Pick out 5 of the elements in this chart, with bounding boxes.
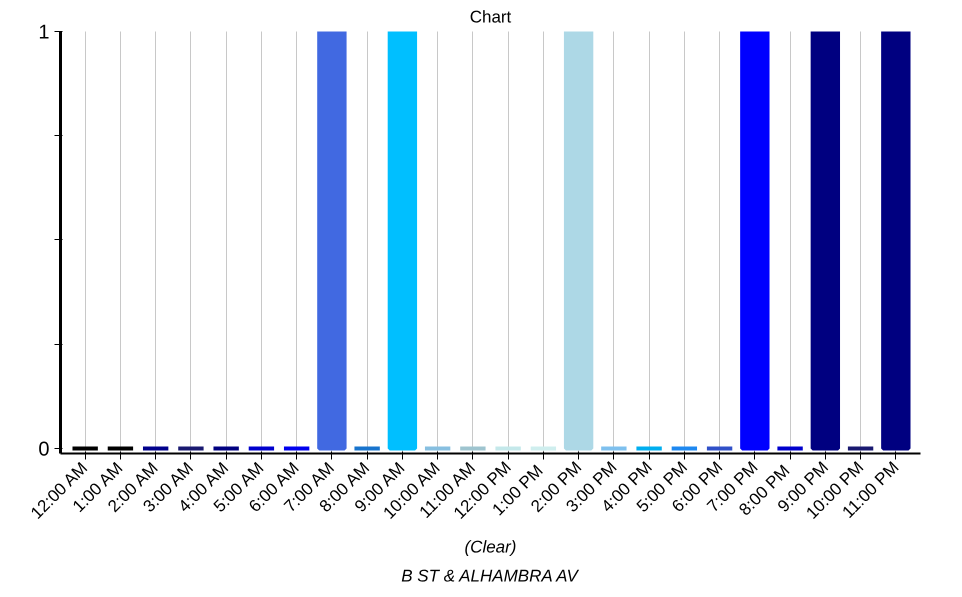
y-tick-label: 1 [38,22,50,44]
text: B ST & ALHAMBRA AV [401,566,580,586]
x-axis-title: (Clear) [464,537,516,556]
y-tick-label: 0 [38,438,50,460]
chart-title: Chart [470,8,512,26]
